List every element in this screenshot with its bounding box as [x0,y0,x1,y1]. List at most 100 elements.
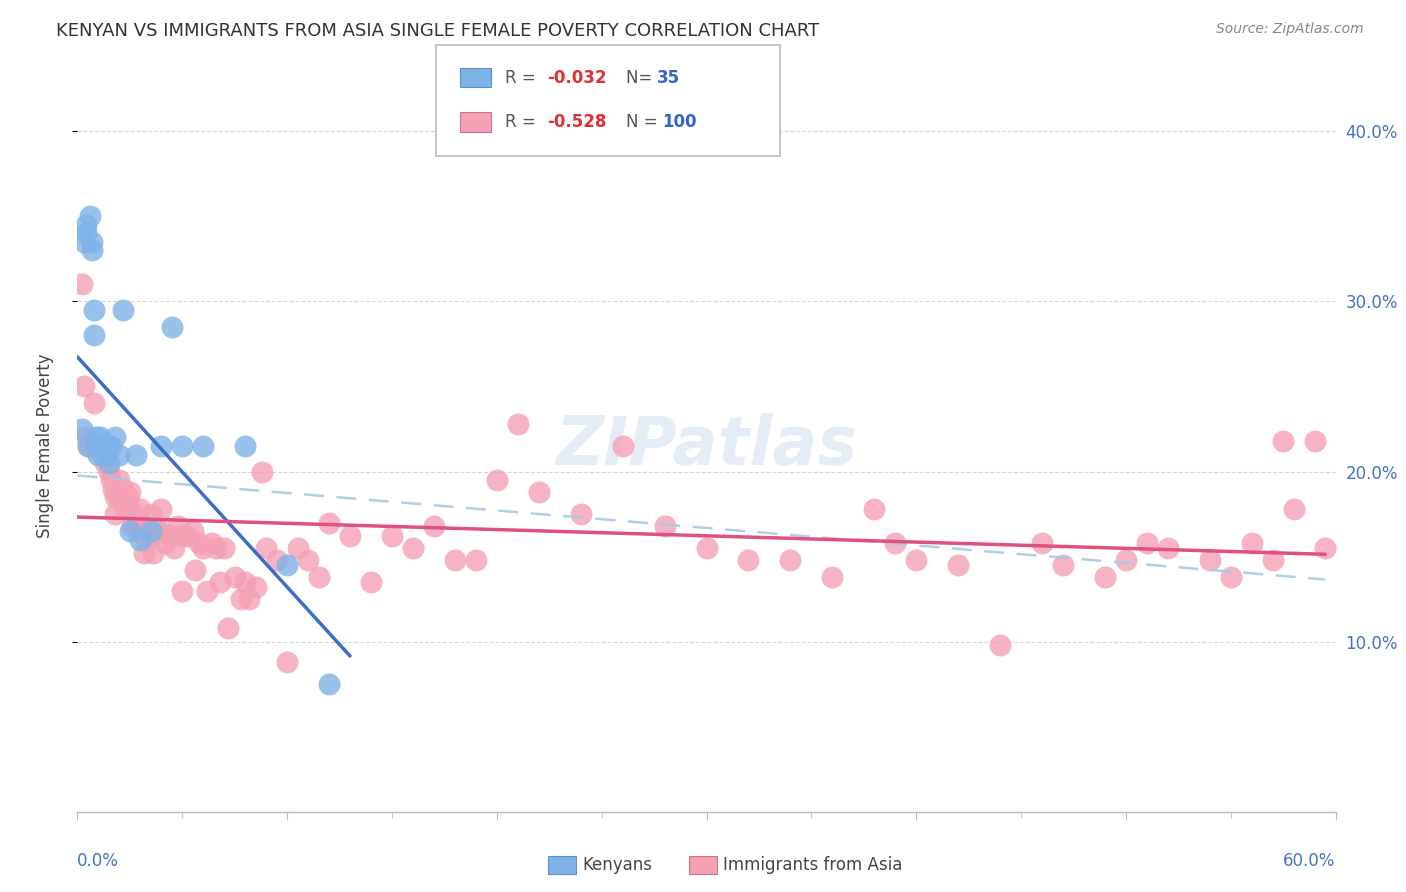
Point [318,516,340,530]
Point [948,558,970,572]
Point [163,541,186,555]
Point [104,490,127,504]
Point [1261,553,1284,567]
Point [266,553,288,567]
Text: 60.0%: 60.0% [1284,852,1336,870]
Point [238,592,260,607]
Point [506,417,529,431]
Point [208,575,231,590]
Point [1031,536,1053,550]
Point [70,422,93,436]
Text: Source: ZipAtlas.com: Source: ZipAtlas.com [1216,22,1364,37]
Point [89,430,111,444]
Point [191,439,215,453]
Point [75,218,97,232]
Text: ZIPatlas: ZIPatlas [555,413,858,479]
Point [76,439,98,453]
Point [104,430,127,444]
Point [97,465,120,479]
Point [988,638,1011,652]
Point [204,541,226,555]
Point [125,519,148,533]
Point [139,507,162,521]
Y-axis label: Single Female Poverty: Single Female Poverty [35,354,53,538]
Point [195,583,218,598]
Text: R =: R = [505,113,541,131]
Point [1115,553,1137,567]
Point [80,244,103,258]
Point [200,536,222,550]
Point [83,396,105,410]
Point [84,430,107,444]
Point [104,507,127,521]
Point [696,541,718,555]
Point [150,524,173,538]
Point [276,655,298,669]
Point [100,439,122,453]
Point [96,448,118,462]
Point [134,529,156,543]
Point [1199,553,1222,567]
Point [233,439,256,453]
Point [308,570,330,584]
Point [83,302,105,317]
Point [212,541,235,555]
Point [118,484,141,499]
Text: KENYAN VS IMMIGRANTS FROM ASIA SINGLE FEMALE POVERTY CORRELATION CHART: KENYAN VS IMMIGRANTS FROM ASIA SINGLE FE… [56,22,820,40]
Point [93,439,115,453]
Text: N=: N= [626,69,657,87]
Text: -0.528: -0.528 [547,113,606,131]
Point [1240,536,1263,550]
Point [188,536,211,550]
Point [172,439,194,453]
Point [905,553,928,567]
Point [464,553,486,567]
Point [118,524,141,538]
Point [129,516,152,530]
Point [118,502,141,516]
Point [297,553,319,567]
Point [360,575,382,590]
Text: N =: N = [626,113,657,131]
Point [485,473,508,487]
Point [101,482,124,496]
Point [318,677,340,691]
Point [191,541,215,555]
Point [444,553,467,567]
Point [84,439,107,453]
Point [737,553,759,567]
Point [91,448,114,462]
Point [276,558,298,572]
Point [224,570,246,584]
Point [181,524,204,538]
Point [72,235,94,249]
Point [87,439,110,453]
Point [402,541,425,555]
Point [112,482,135,496]
Text: 100: 100 [662,113,697,131]
Point [125,448,148,462]
Point [76,439,98,453]
Text: Immigrants from Asia: Immigrants from Asia [723,856,903,874]
Point [70,277,93,292]
Point [654,519,676,533]
Point [172,529,194,543]
Point [97,456,120,470]
Point [884,536,907,550]
Point [108,473,131,487]
Point [1272,434,1295,448]
Point [150,502,173,516]
Point [134,546,156,560]
Point [129,533,152,547]
Point [79,210,101,224]
Point [139,529,162,543]
Point [821,570,844,584]
Point [80,235,103,249]
Point [250,465,273,479]
Point [1282,502,1305,516]
Point [569,507,592,521]
Point [108,448,131,462]
Point [217,621,239,635]
Point [287,541,309,555]
Point [93,456,115,470]
